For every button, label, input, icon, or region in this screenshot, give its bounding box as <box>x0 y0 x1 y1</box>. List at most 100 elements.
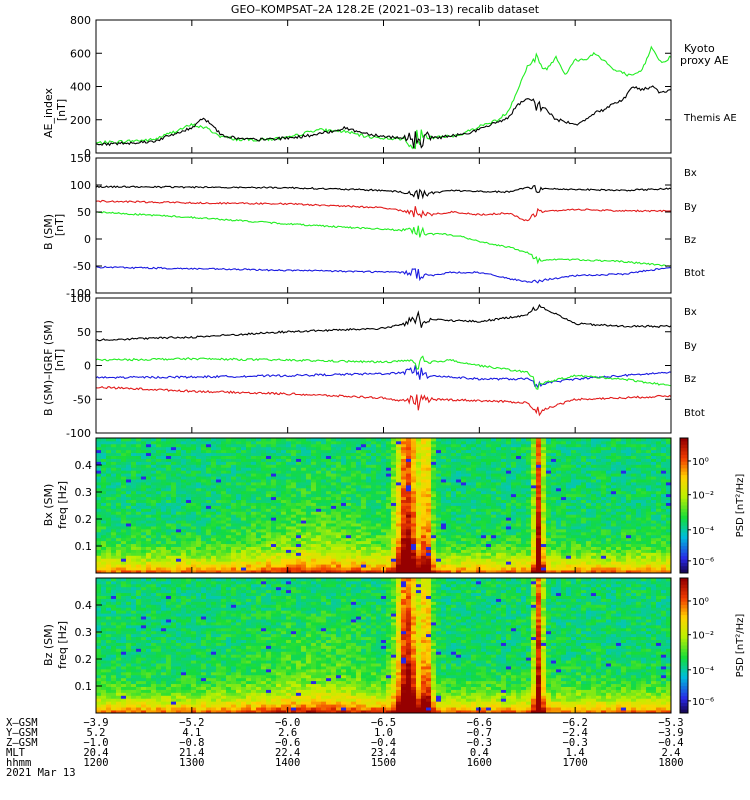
heatmap-cell <box>376 537 382 542</box>
heatmap-cell <box>511 482 517 486</box>
heatmap-cell <box>396 549 402 553</box>
heatmap-cell <box>321 540 327 545</box>
heatmap-cell <box>236 558 242 562</box>
heatmap-cell <box>601 552 607 556</box>
heatmap-cell <box>256 511 262 515</box>
heatmap-cell <box>561 505 567 509</box>
heatmap-cell <box>386 482 392 486</box>
heatmap-cell <box>551 505 557 509</box>
heatmap-cell <box>191 508 197 512</box>
heatmap-cell <box>511 473 517 477</box>
heatmap-cell <box>151 473 157 477</box>
heatmap-cell <box>316 493 322 498</box>
heatmap-cell <box>391 537 397 542</box>
heatmap-cell <box>546 561 552 565</box>
heatmap-cell <box>96 564 102 568</box>
heatmap-cell <box>236 537 242 542</box>
heatmap-cell <box>446 499 452 503</box>
heatmap-cell <box>261 520 267 524</box>
heatmap-cell <box>511 502 517 506</box>
heatmap-cell <box>446 505 452 509</box>
heatmap-cell <box>231 502 237 506</box>
heatmap-cell <box>436 517 442 521</box>
heatmap-cell <box>506 461 512 465</box>
heatmap-cell <box>491 470 497 474</box>
heatmap-cell <box>291 537 297 542</box>
heatmap-cell <box>566 517 572 521</box>
heatmap-cell <box>291 517 297 521</box>
heatmap-cell <box>611 514 617 518</box>
heatmap-cell <box>216 496 222 501</box>
heatmap-cell <box>291 487 297 492</box>
heatmap-cell <box>541 493 547 498</box>
heatmap-cell <box>346 511 352 515</box>
heatmap-cell <box>251 455 257 459</box>
heatmap-cell <box>116 458 122 462</box>
heatmap-cell <box>131 534 137 539</box>
heatmap-cell <box>536 490 542 495</box>
heatmap-cell <box>521 473 527 477</box>
heatmap-cell <box>386 526 392 530</box>
heatmap-cell <box>311 523 317 527</box>
heatmap-cell <box>191 511 197 515</box>
heatmap-cell <box>211 520 217 524</box>
heatmap-cell <box>171 511 177 515</box>
heatmap-cell <box>521 467 527 471</box>
heatmap-cell <box>366 490 372 495</box>
heatmap-cell <box>476 543 482 547</box>
heatmap-cell <box>536 537 542 542</box>
heatmap-cell <box>271 438 277 442</box>
heatmap-cell <box>396 564 402 568</box>
heatmap-cell <box>121 438 127 442</box>
heatmap-cell <box>211 438 217 442</box>
heatmap-cell <box>351 452 357 456</box>
heatmap-cell <box>441 479 447 483</box>
heatmap-cell <box>471 476 477 480</box>
heatmap-cell <box>621 511 627 515</box>
heatmap-cell <box>226 484 232 489</box>
heatmap-cell <box>306 543 312 547</box>
heatmap-cell <box>116 523 122 527</box>
heatmap-cell <box>131 482 137 486</box>
heatmap-cell <box>471 564 477 568</box>
heatmap-cell <box>481 473 487 477</box>
heatmap-cell <box>356 476 362 480</box>
heatmap-cell <box>506 452 512 456</box>
heatmap-cell <box>481 520 487 524</box>
heatmap-cell <box>171 470 177 474</box>
heatmap-cell <box>356 549 362 553</box>
heatmap-cell <box>521 455 527 459</box>
heatmap-cell <box>581 490 587 495</box>
heatmap-cell <box>246 458 252 462</box>
heatmap-cell <box>296 511 302 515</box>
heatmap-cell <box>591 549 597 553</box>
heatmap-cell <box>276 546 282 550</box>
heatmap-cell <box>446 526 452 530</box>
heatmap-cell <box>531 534 537 539</box>
heatmap-cell <box>166 549 172 553</box>
heatmap-cell <box>571 482 577 486</box>
heatmap-cell <box>551 558 557 562</box>
heatmap-cell <box>346 546 352 550</box>
heatmap-cell <box>581 482 587 486</box>
heatmap-cell <box>266 473 272 477</box>
heatmap-cell <box>196 523 202 527</box>
heatmap-cell <box>496 520 502 524</box>
heatmap-cell <box>511 549 517 553</box>
heatmap-cell <box>391 528 397 533</box>
heatmap-cell <box>361 467 367 471</box>
heatmap-cell <box>491 452 497 456</box>
heatmap-cell <box>266 567 272 571</box>
heatmap-cell <box>581 476 587 480</box>
heatmap-cell <box>206 511 212 515</box>
legend-bigrf-bz: Bz <box>684 374 696 385</box>
heatmap-cell <box>426 479 432 483</box>
heatmap-cell <box>446 461 452 465</box>
heatmap-cell <box>191 470 197 474</box>
heatmap-cell <box>361 440 367 445</box>
heatmap-cell <box>546 570 552 574</box>
heatmap-cell <box>606 484 612 489</box>
heatmap-cell <box>106 502 112 506</box>
heatmap-cell <box>361 540 367 545</box>
heatmap-cell <box>501 476 507 480</box>
